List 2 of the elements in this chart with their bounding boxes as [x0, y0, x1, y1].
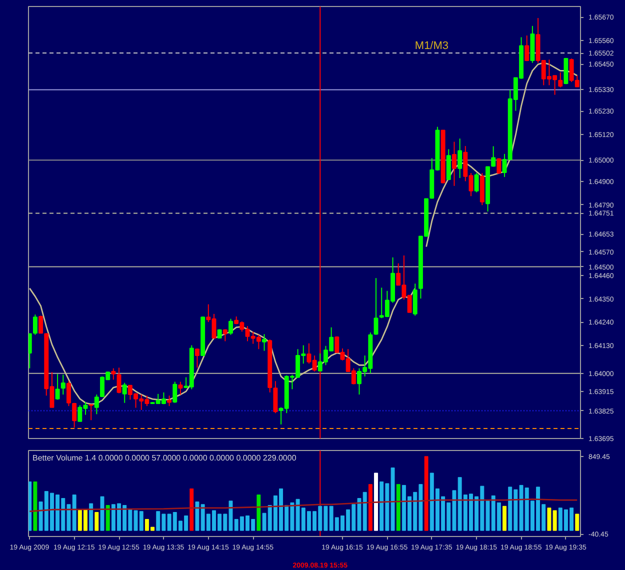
annotation: Better Volume 1.4 0.0000 0.0000 57.0000 0.0000 0.0000 0.0000 229.0000: [32, 454, 297, 462]
ref-line-label: M1/M3: [414, 40, 449, 52]
